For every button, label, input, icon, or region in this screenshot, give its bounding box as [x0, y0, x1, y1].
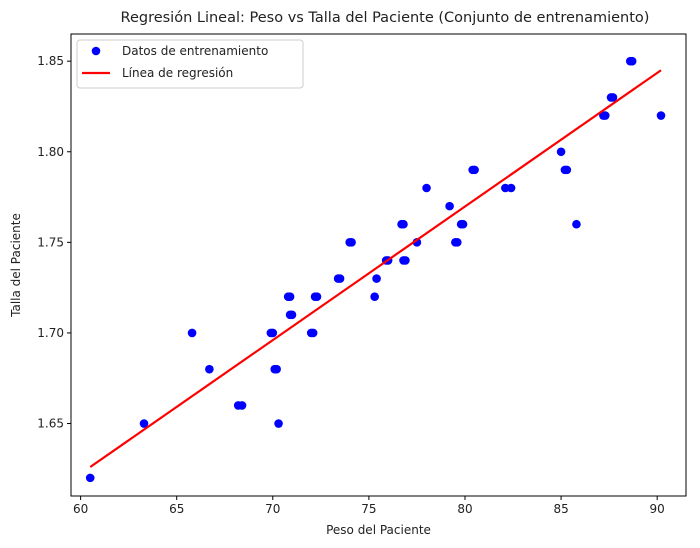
data-point: [335, 274, 345, 283]
y-tick-label: 1.75: [37, 235, 64, 249]
data-point: [370, 292, 379, 302]
legend-entry-training-data: Datos de entrenamiento: [122, 44, 268, 58]
data-point: [572, 219, 581, 229]
y-tick-label: 1.85: [37, 54, 64, 68]
data-point: [237, 401, 247, 410]
data-point: [458, 219, 468, 229]
y-tick-label: 1.70: [37, 326, 64, 340]
x-tick-label: 75: [361, 502, 376, 516]
legend-box: [76, 39, 304, 89]
data-point: [556, 147, 566, 157]
data-point: [312, 292, 322, 302]
x-tick-label: 85: [553, 502, 568, 516]
x-tick-label: 90: [650, 502, 665, 516]
data-point: [287, 310, 297, 320]
y-axis: 1.65 1.70 1.75 1.80 1.85: [37, 54, 71, 431]
data-point: [272, 364, 281, 374]
x-axis: 60 65 70 75 80 85 90: [73, 496, 665, 516]
data-point: [445, 201, 454, 211]
data-point: [401, 256, 410, 265]
data-point: [600, 111, 610, 120]
data-point: [85, 473, 95, 483]
plot-area: [85, 56, 666, 483]
chart-title: Regresión Lineal: Peso vs Talla del Paci…: [121, 10, 650, 26]
x-tick-label: 65: [169, 502, 184, 516]
x-tick-label: 80: [457, 502, 472, 516]
x-tick-label: 70: [265, 502, 280, 516]
data-point: [470, 165, 479, 175]
data-point: [268, 328, 278, 338]
data-point: [347, 238, 356, 247]
data-point: [308, 328, 318, 338]
data-point: [187, 328, 197, 338]
data-point: [506, 183, 516, 193]
data-point: [399, 219, 408, 229]
data-point: [205, 364, 214, 374]
x-axis-label: Peso del Paciente: [326, 523, 431, 537]
data-point: [656, 111, 666, 120]
data-point: [608, 93, 618, 102]
data-point: [627, 56, 637, 66]
x-tick-label: 60: [73, 502, 88, 516]
data-point: [562, 165, 572, 175]
data-point: [139, 419, 149, 428]
legend-entry-regression-line: Línea de regresión: [122, 66, 233, 80]
legend: Datos de entrenamiento Línea de regresió…: [76, 39, 304, 89]
data-point: [274, 419, 283, 428]
data-point: [452, 238, 462, 247]
legend-marker-scatter: [91, 46, 101, 56]
y-axis-label: Talla del Paciente: [9, 213, 23, 318]
data-point: [422, 183, 431, 193]
data-point: [285, 292, 295, 302]
regression-line: [89, 69, 662, 468]
y-tick-label: 1.80: [37, 145, 64, 159]
y-tick-label: 1.65: [37, 417, 64, 431]
plot-frame: [70, 33, 687, 497]
data-point: [372, 274, 381, 283]
